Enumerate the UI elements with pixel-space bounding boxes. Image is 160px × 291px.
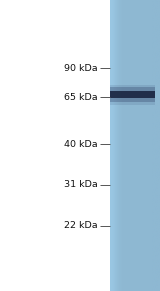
Text: 31 kDa: 31 kDa: [64, 180, 98, 189]
Text: 90 kDa: 90 kDa: [64, 64, 98, 73]
Text: 65 kDa: 65 kDa: [64, 93, 98, 102]
Text: 40 kDa: 40 kDa: [64, 140, 98, 148]
Bar: [110, 91, 155, 98]
Text: 22 kDa: 22 kDa: [64, 221, 98, 230]
Bar: [110, 85, 155, 105]
Bar: [110, 87, 155, 102]
